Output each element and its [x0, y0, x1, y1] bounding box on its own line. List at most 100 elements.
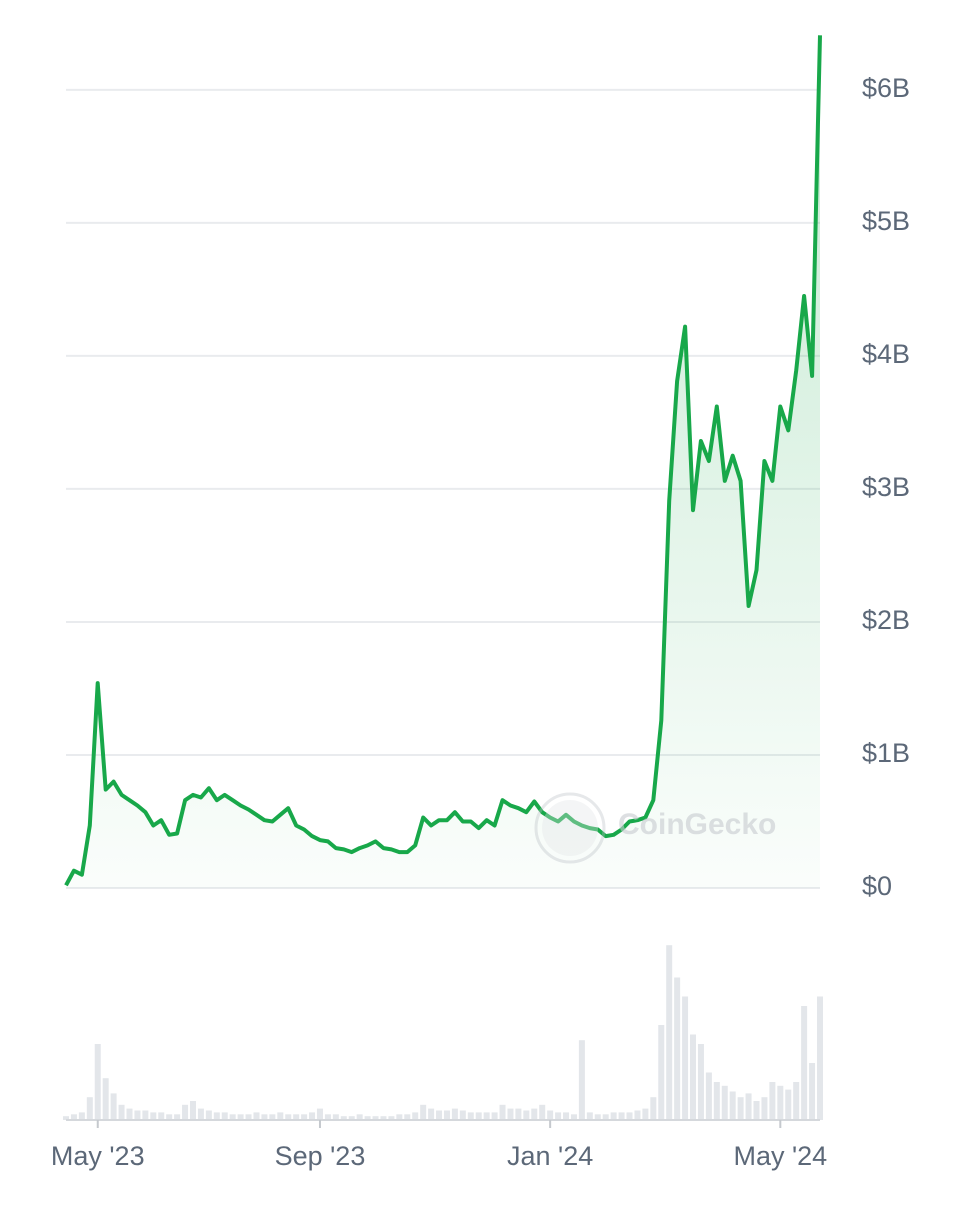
volume-bar — [118, 1104, 125, 1120]
volume-bar — [142, 1110, 149, 1120]
volume-bar — [555, 1112, 562, 1120]
volume-bar — [110, 1093, 117, 1120]
volume-bar — [475, 1112, 482, 1120]
volume-bar — [356, 1114, 363, 1120]
x-tick-label: May '24 — [733, 1141, 827, 1171]
volume-bar — [563, 1112, 570, 1120]
x-tick-label: May '23 — [51, 1141, 145, 1171]
volume-bar — [301, 1114, 308, 1120]
watermark-logo — [534, 792, 606, 864]
volume-bar — [237, 1114, 244, 1120]
volume-bar — [94, 1044, 101, 1120]
volume-bar — [769, 1082, 776, 1120]
volume-bar — [436, 1110, 443, 1120]
volume-bar — [594, 1114, 601, 1120]
volume-bar — [63, 1116, 69, 1120]
volume-bar — [753, 1101, 760, 1120]
watermark: CoinGecko — [618, 808, 776, 841]
volume-bar — [253, 1112, 260, 1120]
volume-bar — [205, 1110, 212, 1120]
volume-bar — [634, 1110, 641, 1120]
volume-bar — [690, 1034, 697, 1120]
volume-bar — [189, 1101, 196, 1120]
volume-bar — [213, 1112, 220, 1120]
volume-bar — [158, 1112, 165, 1120]
volume-bar — [610, 1112, 617, 1120]
y-tick-label: $3B — [862, 472, 910, 502]
volume-bar — [428, 1108, 435, 1120]
volume-bar — [443, 1110, 450, 1120]
volume-bar — [269, 1114, 276, 1120]
y-tick-label: $0 — [862, 871, 892, 901]
volume-bar — [682, 996, 689, 1120]
volume-bar — [515, 1108, 522, 1120]
y-tick-label: $4B — [862, 339, 910, 369]
volume-bar — [626, 1112, 633, 1120]
volume-bar — [86, 1097, 93, 1120]
volume-bar — [586, 1112, 593, 1120]
x-tick-label: Sep '23 — [275, 1141, 366, 1171]
x-tick-label: Jan '24 — [507, 1141, 593, 1171]
volume-bar — [745, 1093, 752, 1120]
volume-bar — [261, 1114, 268, 1120]
volume-bar — [674, 977, 681, 1120]
volume-bar — [761, 1097, 768, 1120]
volume-bar — [332, 1114, 339, 1120]
volume-bar — [134, 1110, 141, 1120]
volume-bar — [523, 1110, 530, 1120]
volume-bar — [174, 1114, 181, 1120]
volume-bar — [547, 1110, 554, 1120]
volume-bar — [285, 1114, 292, 1120]
volume-bar — [793, 1082, 800, 1120]
volume-bar — [166, 1114, 173, 1120]
volume-bar — [102, 1078, 109, 1120]
y-tick-label: $5B — [862, 206, 910, 236]
volume-bar — [324, 1114, 331, 1120]
volume-bar — [229, 1114, 236, 1120]
volume-bar — [459, 1110, 466, 1120]
volume-bar — [420, 1104, 427, 1120]
volume-bar — [340, 1116, 347, 1120]
volume-bar — [642, 1108, 649, 1120]
volume-bar — [817, 996, 823, 1120]
volume-bar — [348, 1116, 355, 1120]
volume-bar — [316, 1108, 323, 1120]
volume-bar — [809, 1063, 816, 1120]
volume-bar — [78, 1112, 85, 1120]
volume-bar — [150, 1112, 157, 1120]
volume-bar — [293, 1114, 300, 1120]
volume-bar — [666, 945, 673, 1120]
area-fill — [66, 35, 820, 889]
volume-bar — [713, 1082, 720, 1120]
volume-bar — [785, 1089, 792, 1120]
volume-bar — [309, 1112, 316, 1120]
volume-bar — [777, 1085, 784, 1120]
volume-bar — [507, 1108, 514, 1120]
volume-bar — [578, 1040, 585, 1120]
volume-bar — [126, 1108, 133, 1120]
volume-bar — [197, 1108, 204, 1120]
volume-bar — [396, 1114, 403, 1120]
y-tick-label: $1B — [862, 738, 910, 768]
volume-bar — [451, 1108, 458, 1120]
volume-bar — [182, 1104, 189, 1120]
y-tick-label: $2B — [862, 605, 910, 635]
volume-bar — [404, 1114, 411, 1120]
volume-bar — [539, 1104, 546, 1120]
volume-bar — [388, 1116, 395, 1120]
volume-bar — [467, 1112, 474, 1120]
volume-bar — [380, 1116, 387, 1120]
volume-bar — [650, 1097, 657, 1120]
volume-bar — [570, 1114, 577, 1120]
volume-bar — [221, 1112, 228, 1120]
volume-bar — [491, 1112, 498, 1120]
volume-bar — [697, 1044, 704, 1120]
volume-bar — [602, 1114, 609, 1120]
volume-bar — [729, 1091, 736, 1120]
volume-bar — [277, 1112, 284, 1120]
volume-bar — [70, 1114, 77, 1120]
volume-bar — [499, 1104, 506, 1120]
volume-bar — [737, 1097, 744, 1120]
price-line — [64, 35, 822, 887]
